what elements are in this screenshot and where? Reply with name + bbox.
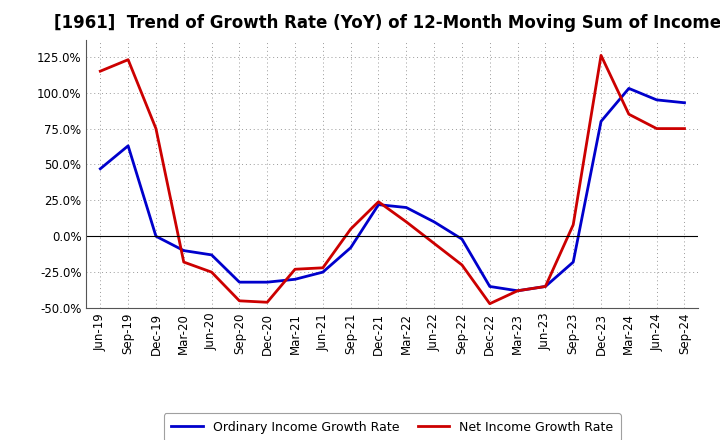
- Net Income Growth Rate: [402, 219, 410, 224]
- Net Income Growth Rate: [485, 301, 494, 306]
- Ordinary Income Growth Rate: [402, 205, 410, 210]
- Ordinary Income Growth Rate: [152, 234, 161, 239]
- Ordinary Income Growth Rate: [624, 86, 633, 91]
- Net Income Growth Rate: [207, 269, 216, 275]
- Net Income Growth Rate: [291, 267, 300, 272]
- Ordinary Income Growth Rate: [207, 252, 216, 257]
- Ordinary Income Growth Rate: [541, 284, 550, 289]
- Ordinary Income Growth Rate: [263, 279, 271, 285]
- Net Income Growth Rate: [430, 241, 438, 246]
- Net Income Growth Rate: [624, 112, 633, 117]
- Ordinary Income Growth Rate: [346, 245, 355, 250]
- Net Income Growth Rate: [541, 284, 550, 289]
- Ordinary Income Growth Rate: [597, 119, 606, 124]
- Net Income Growth Rate: [346, 227, 355, 232]
- Legend: Ordinary Income Growth Rate, Net Income Growth Rate: Ordinary Income Growth Rate, Net Income …: [164, 413, 621, 440]
- Ordinary Income Growth Rate: [374, 202, 383, 207]
- Ordinary Income Growth Rate: [124, 143, 132, 148]
- Ordinary Income Growth Rate: [430, 219, 438, 224]
- Ordinary Income Growth Rate: [652, 97, 661, 103]
- Line: Ordinary Income Growth Rate: Ordinary Income Growth Rate: [100, 88, 685, 291]
- Ordinary Income Growth Rate: [235, 279, 243, 285]
- Net Income Growth Rate: [597, 53, 606, 58]
- Ordinary Income Growth Rate: [680, 100, 689, 106]
- Ordinary Income Growth Rate: [318, 269, 327, 275]
- Net Income Growth Rate: [569, 222, 577, 227]
- Net Income Growth Rate: [179, 260, 188, 265]
- Net Income Growth Rate: [235, 298, 243, 304]
- Ordinary Income Growth Rate: [458, 236, 467, 242]
- Net Income Growth Rate: [652, 126, 661, 131]
- Net Income Growth Rate: [263, 300, 271, 305]
- Line: Net Income Growth Rate: Net Income Growth Rate: [100, 55, 685, 304]
- Net Income Growth Rate: [96, 69, 104, 74]
- Net Income Growth Rate: [513, 288, 522, 293]
- Net Income Growth Rate: [458, 262, 467, 268]
- Net Income Growth Rate: [152, 126, 161, 131]
- Ordinary Income Growth Rate: [179, 248, 188, 253]
- Title: [1961]  Trend of Growth Rate (YoY) of 12-Month Moving Sum of Incomes: [1961] Trend of Growth Rate (YoY) of 12-…: [54, 15, 720, 33]
- Ordinary Income Growth Rate: [513, 288, 522, 293]
- Ordinary Income Growth Rate: [485, 284, 494, 289]
- Ordinary Income Growth Rate: [569, 260, 577, 265]
- Net Income Growth Rate: [124, 57, 132, 62]
- Net Income Growth Rate: [318, 265, 327, 271]
- Ordinary Income Growth Rate: [291, 277, 300, 282]
- Net Income Growth Rate: [680, 126, 689, 131]
- Ordinary Income Growth Rate: [96, 166, 104, 172]
- Net Income Growth Rate: [374, 199, 383, 205]
